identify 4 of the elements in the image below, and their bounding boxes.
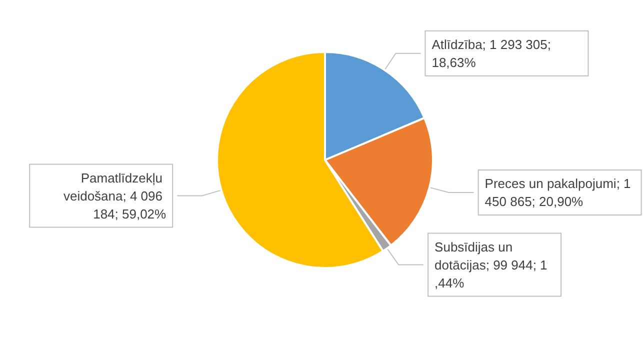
slice-label: Preces un pakalpojumi; 1 450 865; 20,90% [484,176,634,210]
slice-label: Pamatlīdzekļu veidošana; 4 096 184; 59,02% [63,170,167,222]
slice-label: Atlīdzība; 1 293 305; 18,63% [432,36,555,70]
slice-label: Subsīdijas un dotācijas; 99 944; 1,44% [434,239,548,290]
